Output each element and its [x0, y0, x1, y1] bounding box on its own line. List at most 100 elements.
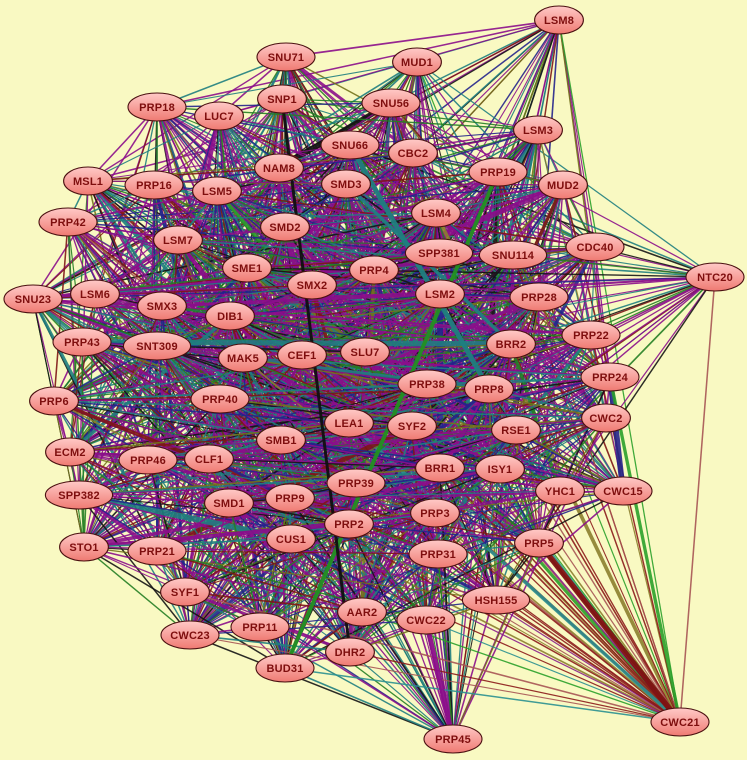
node-PRP5[interactable]: PRP5: [514, 528, 564, 558]
edge[interactable]: [246, 267, 441, 295]
edge[interactable]: [32, 267, 248, 300]
edge[interactable]: [425, 388, 490, 621]
edge[interactable]: [32, 298, 512, 345]
edge[interactable]: [510, 343, 607, 419]
node-DIB1[interactable]: DIB1: [205, 301, 255, 331]
node-LUC7[interactable]: LUC7: [194, 101, 244, 131]
edge[interactable]: [452, 542, 540, 740]
edge[interactable]: [411, 276, 716, 427]
edge[interactable]: [284, 667, 681, 723]
node-SYF1[interactable]: SYF1: [160, 577, 210, 607]
edge[interactable]: [349, 651, 681, 723]
node-LSM8[interactable]: LSM8: [534, 5, 584, 35]
node-CWC23[interactable]: CWC23: [160, 620, 220, 650]
node-CDC40[interactable]: CDC40: [565, 232, 625, 262]
edge[interactable]: [301, 343, 512, 356]
edge[interactable]: [439, 467, 540, 544]
edge[interactable]: [184, 591, 454, 740]
edge[interactable]: [53, 400, 350, 424]
node-MUD1[interactable]: MUD1: [392, 47, 442, 77]
edge[interactable]: [349, 129, 539, 146]
node-PRP6[interactable]: PRP6: [29, 386, 79, 416]
node-PRP16[interactable]: PRP16: [124, 170, 184, 200]
edge[interactable]: [512, 254, 611, 378]
node-SMD2[interactable]: SMD2: [260, 212, 310, 242]
node-MUD2[interactable]: MUD2: [538, 170, 588, 200]
edge[interactable]: [219, 343, 512, 400]
edge[interactable]: [495, 417, 607, 601]
edge[interactable]: [278, 61, 418, 169]
edge[interactable]: [69, 451, 681, 723]
edge[interactable]: [259, 490, 561, 628]
node-SMD3[interactable]: SMD3: [321, 169, 371, 199]
edge[interactable]: [284, 667, 454, 740]
node-SNT309[interactable]: SNT309: [122, 331, 192, 361]
edge[interactable]: [147, 459, 363, 613]
edge[interactable]: [78, 494, 191, 636]
edge[interactable]: [53, 239, 179, 402]
edge[interactable]: [83, 546, 286, 669]
node-SNU56[interactable]: SNU56: [361, 88, 421, 118]
edge[interactable]: [67, 221, 440, 254]
edge[interactable]: [81, 341, 282, 441]
node-NAM8[interactable]: NAM8: [254, 153, 304, 183]
node-BRR1[interactable]: BRR1: [415, 453, 465, 483]
node-LSM2[interactable]: LSM2: [415, 279, 465, 309]
node-PRP21[interactable]: PRP21: [127, 536, 187, 566]
edge[interactable]: [416, 61, 716, 278]
node-DHR2[interactable]: DHR2: [325, 637, 375, 667]
edge[interactable]: [242, 357, 681, 723]
node-PRP11[interactable]: PRP11: [230, 612, 290, 642]
edge[interactable]: [53, 400, 85, 548]
edge[interactable]: [425, 542, 540, 621]
edge[interactable]: [156, 345, 350, 424]
node-PRP22[interactable]: PRP22: [561, 320, 621, 350]
node-PRP9[interactable]: PRP9: [265, 483, 315, 513]
node-CEF1[interactable]: CEF1: [277, 340, 327, 370]
edge[interactable]: [425, 619, 681, 723]
node-LEA1[interactable]: LEA1: [324, 408, 374, 438]
edge[interactable]: [437, 553, 454, 740]
edge[interactable]: [32, 298, 611, 378]
node-SLU7[interactable]: SLU7: [340, 337, 390, 367]
edge[interactable]: [228, 502, 427, 621]
edge[interactable]: [228, 502, 351, 653]
edge[interactable]: [189, 619, 427, 636]
edge[interactable]: [81, 341, 221, 400]
edge[interactable]: [53, 400, 607, 419]
edge[interactable]: [184, 591, 363, 613]
edge[interactable]: [78, 494, 363, 613]
edge[interactable]: [147, 459, 357, 484]
edge[interactable]: [229, 296, 540, 317]
node-SYF2[interactable]: SYF2: [387, 411, 437, 441]
edge[interactable]: [67, 212, 437, 223]
edge[interactable]: [425, 417, 607, 621]
edge[interactable]: [81, 144, 351, 343]
edge[interactable]: [69, 422, 350, 453]
edge[interactable]: [208, 458, 441, 469]
node-YHC1[interactable]: YHC1: [535, 476, 585, 506]
node-NTC20[interactable]: NTC20: [685, 262, 745, 292]
edge[interactable]: [189, 502, 230, 636]
node-CWC22[interactable]: CWC22: [396, 605, 456, 635]
edge[interactable]: [87, 180, 716, 278]
node-PRP45[interactable]: PRP45: [423, 724, 483, 754]
edge[interactable]: [349, 651, 454, 740]
edge[interactable]: [156, 61, 418, 108]
edge[interactable]: [497, 171, 624, 492]
node-PRP3[interactable]: PRP3: [410, 498, 460, 528]
edge[interactable]: [69, 451, 363, 613]
node-SMX3[interactable]: SMX3: [137, 291, 187, 321]
node-STO1[interactable]: STO1: [59, 532, 109, 562]
node-AAR2[interactable]: AAR2: [337, 597, 387, 627]
edge[interactable]: [228, 502, 261, 628]
edge[interactable]: [259, 497, 291, 628]
edge[interactable]: [608, 376, 682, 723]
edge[interactable]: [512, 254, 716, 278]
thick-edge[interactable]: [423, 619, 456, 740]
node-LSM3[interactable]: LSM3: [513, 115, 563, 145]
edge[interactable]: [495, 599, 681, 723]
edge[interactable]: [69, 388, 490, 453]
edge[interactable]: [361, 542, 540, 613]
